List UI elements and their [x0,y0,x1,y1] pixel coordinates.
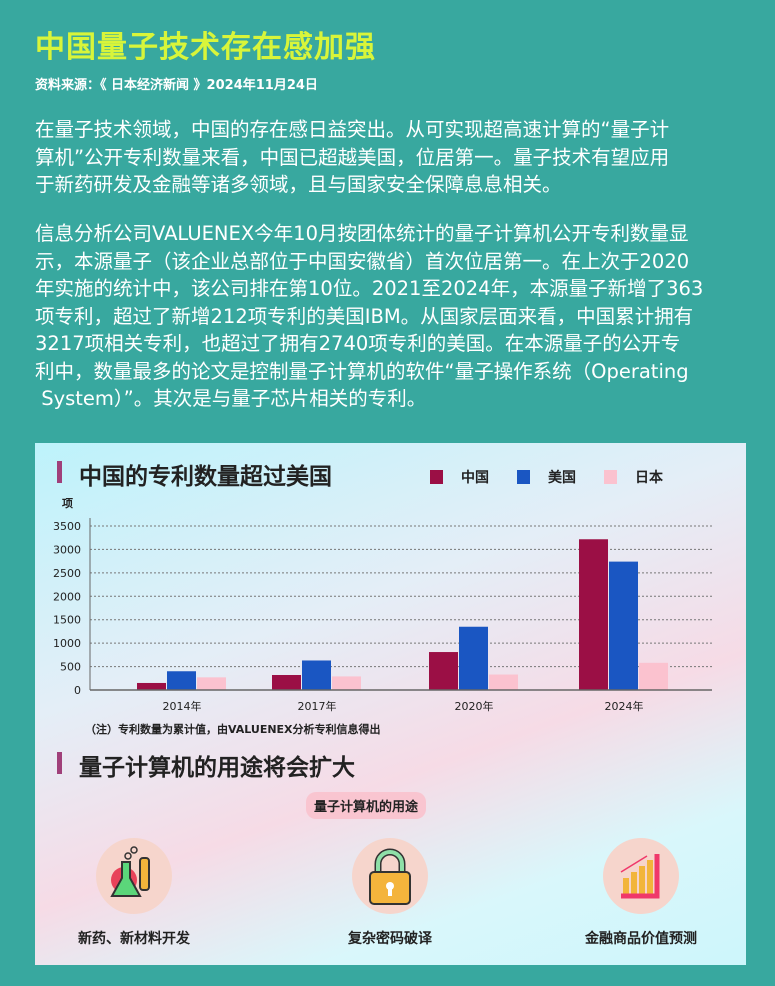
bar-美国-2014年 [167,671,196,690]
legend-label: 日本 [635,470,663,486]
chart-title: 中国的专利数量超过美国 [57,457,332,491]
text-line: 信息分析公司VALUENEX今年10月按团体统计的量子计算机公开专利数量显 [35,222,689,245]
lab-flask-icon [96,838,172,914]
text-line: 项专利，超过了新增212项专利的美国IBM。从国家层面来看，中国累计拥有 [35,304,694,328]
bar-美国-2017年 [302,660,331,690]
use-item-drugs: 新药、新材料开发 [54,838,214,948]
y-tick-label: 500 [60,661,81,674]
legend-item-japan: 日本 [604,467,663,487]
legend-label: 美国 [548,470,576,486]
legend-label: 中国 [461,470,489,486]
text-line: System）”。其次是与量子芯片相关的专利。 [35,387,427,410]
y-tick-label: 2000 [53,590,81,603]
bar-中国-2017年 [272,675,301,690]
use-label: 金融商品价值预测 [585,931,697,947]
rising-chart-icon [603,838,679,914]
y-axis-label: 项 [62,497,73,510]
infographic-panel: 项 0 500 1000 1500 2000 2500 3000 3500 2014年 2017年 2… [35,443,746,965]
text-line: 算机”公开专利数量来看，中国已超越美国，位居第一。量子技术有望应用 [35,145,670,169]
use-label: 复杂密码破译 [348,931,432,947]
bar-chart: 项 0 500 1000 1500 2000 2500 3000 3500 2014年 2017年 2… [53,497,712,713]
y-tick-label: 2500 [53,567,81,580]
chart-legend: 中国 美国 日本 [430,467,663,487]
bar-日本-2024年 [639,662,668,690]
legend-item-china: 中国 [430,467,489,487]
bar-中国-2024年 [579,539,608,690]
bar-中国-2014年 [137,682,166,690]
paragraph-2: 信息分析公司VALUENEX今年10月按团体统计的量子计算机公开专利数量显 示，… [35,220,703,413]
y-tick-label: 3000 [53,543,81,556]
source-line: 资料来源：《 日本经济新闻 》2024年11月24日 [35,78,318,93]
y-tick-label: 1000 [53,637,81,650]
use-item-finance: 金融商品价值预测 [561,838,721,948]
x-tick-label: 2024年 [605,699,644,713]
text-line: 于新药研发及金融等诸多领域，且与国家安全保障息息相关。 [35,173,562,196]
bar-日本-2020年 [489,674,518,690]
text-line: 年实施的统计中，该公司排在第10位。2021至2024年，本源量子新增了363 [35,277,704,300]
text-line: 利中，数量最多的论文是控制量子计算机的软件“量子操作系统（Operating [35,359,689,383]
y-tick-label: 0 [74,684,81,697]
bar-美国-2020年 [459,626,488,690]
bar-美国-2024年 [609,561,638,690]
page-title: 中国量子技术存在感加强 [35,30,376,65]
bar-日本-2014年 [197,677,226,690]
y-tick-label: 3500 [53,520,81,533]
legend-swatch [517,470,530,484]
uses-pill: 量子计算机的用途 [306,792,427,819]
use-item-crypto: 复杂密码破译 [310,838,470,948]
y-tick-label: 1500 [53,614,81,627]
x-tick-label: 2017年 [298,699,337,713]
text-line: 3217项相关专利，也超过了拥有2740项专利的美国。在本源量子的公开专 [35,332,681,355]
padlock-icon [352,838,428,914]
x-tick-label: 2014年 [163,699,202,713]
section-title-uses: 量子计算机的用途将会扩大 [57,748,355,782]
x-tick-label: 2020年 [455,699,494,713]
text-line: 在量子技术领域，中国的存在感日益突出。从可实现超高速计算的“量子计 [35,118,670,141]
bar-日本-2017年 [332,676,361,690]
bar-中国-2020年 [429,652,458,690]
legend-item-usa: 美国 [517,467,576,487]
use-label: 新药、新材料开发 [78,931,190,947]
legend-swatch [604,470,617,484]
legend-swatch [430,470,443,484]
paragraph-1: 在量子技术领域，中国的存在感日益突出。从可实现超高速计算的“量子计 算机”公开专… [35,116,669,199]
chart-note: （注）专利数量为累计值，由VALUENEX分析专利信息得出 [85,723,381,736]
text-line: 示，本源量子（该企业总部位于中国安徽省）首次位居第一。在上次于2020 [35,249,690,273]
